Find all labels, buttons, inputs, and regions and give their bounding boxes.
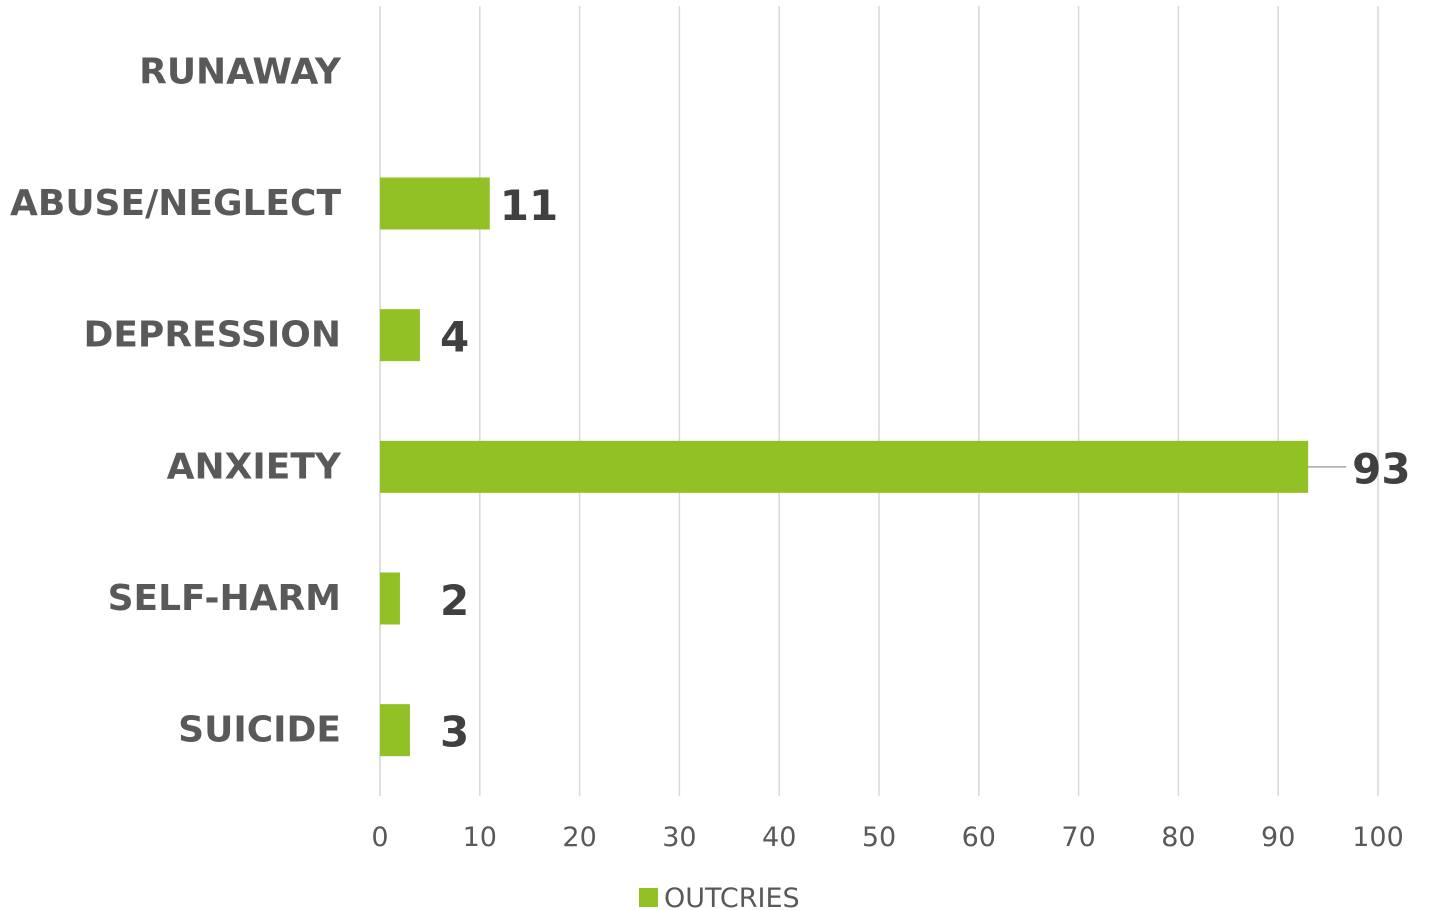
x-tick-label: 20 [562, 822, 596, 853]
x-tick-label: 90 [1261, 822, 1295, 853]
category-labels: RUNAWAY ABUSE/NEGLECT DEPRESSION ANXIETY SEL… [10, 51, 342, 750]
data-label: 4 [440, 313, 469, 362]
data-label: 3 [440, 708, 469, 757]
x-tick-label: 100 [1352, 822, 1404, 853]
bar [380, 177, 490, 230]
data-labels: 11 4 93 2 3 [440, 181, 1411, 757]
x-tick-label: 80 [1161, 822, 1195, 853]
bars [380, 177, 1309, 757]
legend: OUTCRIES [639, 883, 800, 910]
category-label: ABUSE/NEGLECT [10, 183, 341, 224]
x-tick-label: 70 [1061, 822, 1095, 853]
x-tick-label: 40 [762, 822, 796, 853]
x-tick-label: 0 [371, 822, 388, 853]
data-label: 93 [1352, 444, 1410, 493]
data-label: 11 [500, 181, 558, 230]
category-label: ANXIETY [167, 446, 342, 487]
x-tick-labels: 0 10 20 30 40 50 60 70 80 90 100 [371, 822, 1403, 853]
x-tick-label: 30 [662, 822, 696, 853]
gridlines [379, 6, 1379, 796]
bar [380, 440, 1309, 493]
bar [380, 704, 410, 757]
legend-swatch-outcries [639, 888, 658, 907]
x-tick-label: 60 [962, 822, 996, 853]
category-label: DEPRESSION [83, 315, 341, 356]
category-label: RUNAWAY [139, 51, 342, 92]
legend-label-outcries: OUTCRIES [664, 883, 800, 910]
data-label: 2 [440, 576, 469, 625]
category-label: SUICIDE [178, 710, 341, 751]
bar [380, 572, 400, 625]
bar [380, 309, 420, 362]
category-label: SELF-HARM [108, 578, 341, 619]
x-tick-label: 10 [463, 822, 497, 853]
x-tick-label: 50 [862, 822, 896, 853]
